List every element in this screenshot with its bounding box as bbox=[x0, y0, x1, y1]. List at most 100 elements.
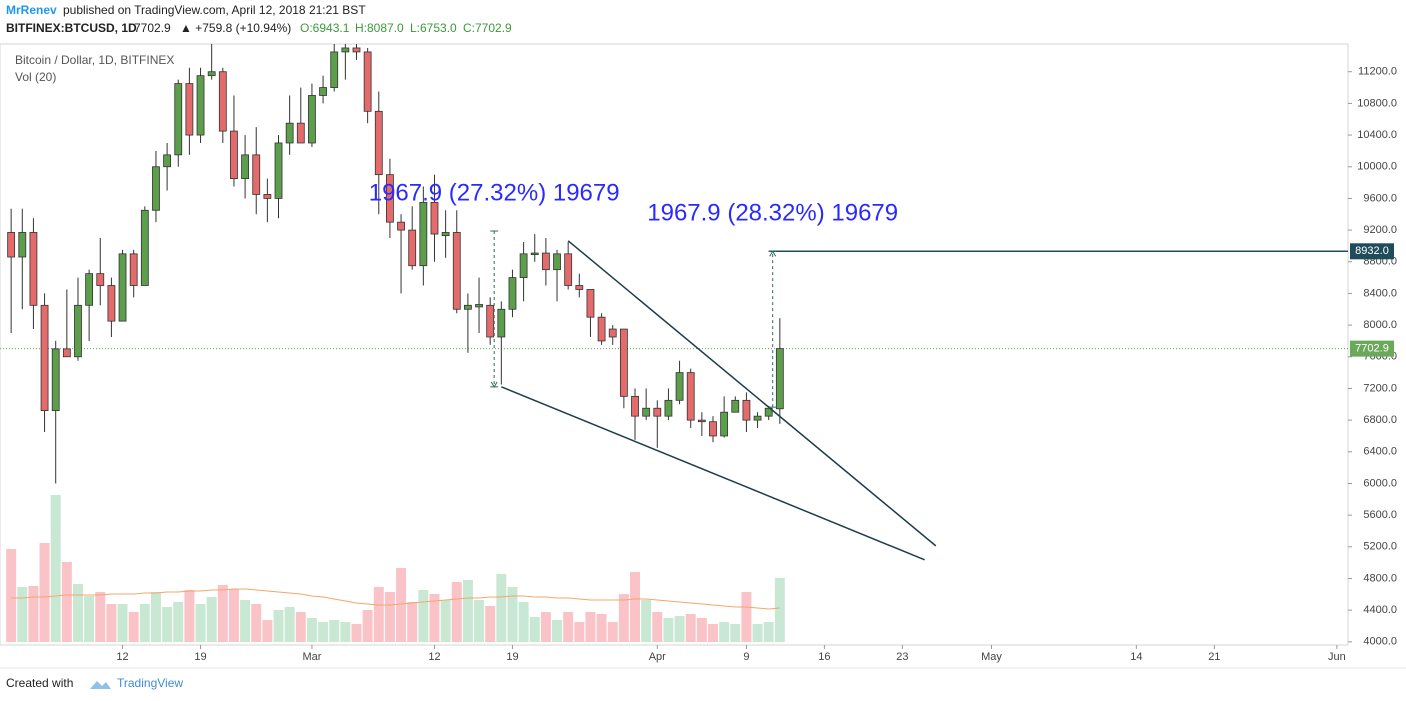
x-tick-label: 12 bbox=[428, 651, 440, 663]
volume-bar bbox=[707, 624, 718, 642]
candle-body bbox=[497, 308, 506, 338]
candle-body bbox=[218, 71, 227, 132]
price-box bbox=[1350, 243, 1394, 260]
y-tick-label: 8000.0 bbox=[1363, 319, 1397, 331]
volume-bar bbox=[685, 614, 696, 642]
plot-frame bbox=[0, 43, 1349, 646]
candle-body bbox=[352, 47, 361, 53]
candle-body bbox=[74, 304, 82, 358]
volume-bar bbox=[306, 618, 317, 642]
candle-body bbox=[519, 253, 528, 278]
candle-body bbox=[118, 253, 127, 322]
volume-bar bbox=[741, 592, 752, 642]
volume-bar bbox=[474, 600, 485, 642]
volume-bar bbox=[362, 610, 373, 642]
volume-bar bbox=[763, 622, 774, 642]
open-info: O:6943.1 bbox=[300, 21, 350, 35]
candle-body bbox=[341, 47, 350, 53]
y-tick-label: 5600.0 bbox=[1363, 509, 1397, 521]
candle-body bbox=[29, 232, 38, 306]
candle-body bbox=[664, 399, 673, 417]
candle-body bbox=[296, 122, 305, 144]
candle-body bbox=[196, 75, 205, 136]
volume-bar bbox=[329, 620, 340, 642]
volume-bar bbox=[318, 622, 329, 642]
volume-bar bbox=[262, 620, 273, 642]
measure-label: 1967.9 (27.32%) 19679 bbox=[369, 179, 620, 206]
volume-bar bbox=[507, 587, 518, 642]
candle-body bbox=[775, 348, 784, 410]
y-tick-label: 4400.0 bbox=[1363, 604, 1397, 616]
volume-bar bbox=[696, 618, 707, 642]
volume-bar bbox=[150, 592, 161, 642]
volume-bar bbox=[228, 589, 239, 642]
candle-body bbox=[85, 273, 94, 306]
y-tick-label: 5200.0 bbox=[1363, 541, 1397, 553]
candle-body bbox=[475, 304, 483, 308]
candle-body bbox=[7, 232, 16, 258]
candle-body bbox=[586, 289, 595, 318]
candle-body bbox=[274, 142, 283, 199]
volume-bar bbox=[630, 572, 641, 642]
volume-bar bbox=[552, 620, 563, 642]
symbol: BITFINEX:BTCUSD, 1D bbox=[6, 21, 137, 35]
volume-bar bbox=[117, 604, 128, 642]
candle-body bbox=[230, 130, 238, 180]
y-tick-label: 9600.0 bbox=[1363, 192, 1397, 204]
volume-bar bbox=[585, 612, 596, 642]
volume-bar bbox=[184, 590, 195, 642]
candle-body bbox=[18, 232, 27, 258]
measure-arrow bbox=[769, 250, 777, 257]
author[interactable]: MrRenev bbox=[6, 3, 57, 17]
candle-body bbox=[386, 174, 394, 223]
volume-bar bbox=[596, 614, 607, 642]
volume-bar bbox=[195, 604, 206, 642]
volume-bar bbox=[607, 622, 618, 642]
brand-icon bbox=[90, 681, 111, 689]
volume-bar bbox=[173, 602, 184, 642]
candle-body bbox=[96, 273, 105, 286]
volume-bar bbox=[273, 610, 284, 642]
volume-bar bbox=[674, 616, 685, 642]
volume-bar bbox=[462, 580, 473, 642]
volume-bar bbox=[652, 612, 663, 642]
x-tick-label: Jun bbox=[1328, 651, 1346, 663]
price-box-label: 8932.0 bbox=[1355, 245, 1389, 257]
candle-body bbox=[564, 253, 573, 286]
x-tick-label: May bbox=[981, 651, 1002, 663]
candle-body bbox=[107, 285, 116, 322]
y-tick-label: 10800.0 bbox=[1357, 97, 1397, 109]
candle-body bbox=[174, 83, 183, 156]
volume-bar bbox=[752, 624, 763, 642]
volume-bar bbox=[139, 604, 150, 642]
candle-body bbox=[140, 209, 149, 286]
y-tick-label: 10000.0 bbox=[1357, 161, 1397, 173]
volume-bar bbox=[17, 587, 28, 642]
candle-body bbox=[764, 407, 773, 417]
volume-bar bbox=[240, 600, 251, 642]
x-tick-label: 21 bbox=[1208, 651, 1220, 663]
y-tick-label: 11200.0 bbox=[1358, 66, 1397, 78]
candle-body bbox=[753, 415, 762, 421]
volume-bar bbox=[574, 622, 585, 642]
volume-bar bbox=[28, 586, 39, 642]
price-box bbox=[1350, 340, 1394, 357]
candle-body bbox=[285, 122, 294, 144]
x-tick-label: 23 bbox=[896, 651, 908, 663]
candle-body bbox=[508, 277, 517, 310]
candle-body bbox=[129, 253, 138, 286]
candle-body bbox=[575, 285, 584, 290]
y-tick-label: 9200.0 bbox=[1363, 224, 1397, 236]
volume-bar bbox=[128, 612, 139, 642]
low-info: L:6753.0 bbox=[410, 21, 457, 35]
legend-volume: Vol (20) bbox=[15, 70, 56, 84]
volume-bar bbox=[719, 622, 730, 642]
volume-bar bbox=[295, 612, 306, 642]
volume-bar bbox=[50, 495, 61, 642]
footer-brand[interactable]: TradingView bbox=[117, 676, 183, 690]
volume-bar bbox=[284, 607, 295, 642]
candle-body bbox=[697, 419, 706, 423]
candle-body bbox=[62, 348, 71, 358]
volume-bar bbox=[95, 592, 106, 642]
y-tick-label: 10400.0 bbox=[1357, 129, 1397, 141]
